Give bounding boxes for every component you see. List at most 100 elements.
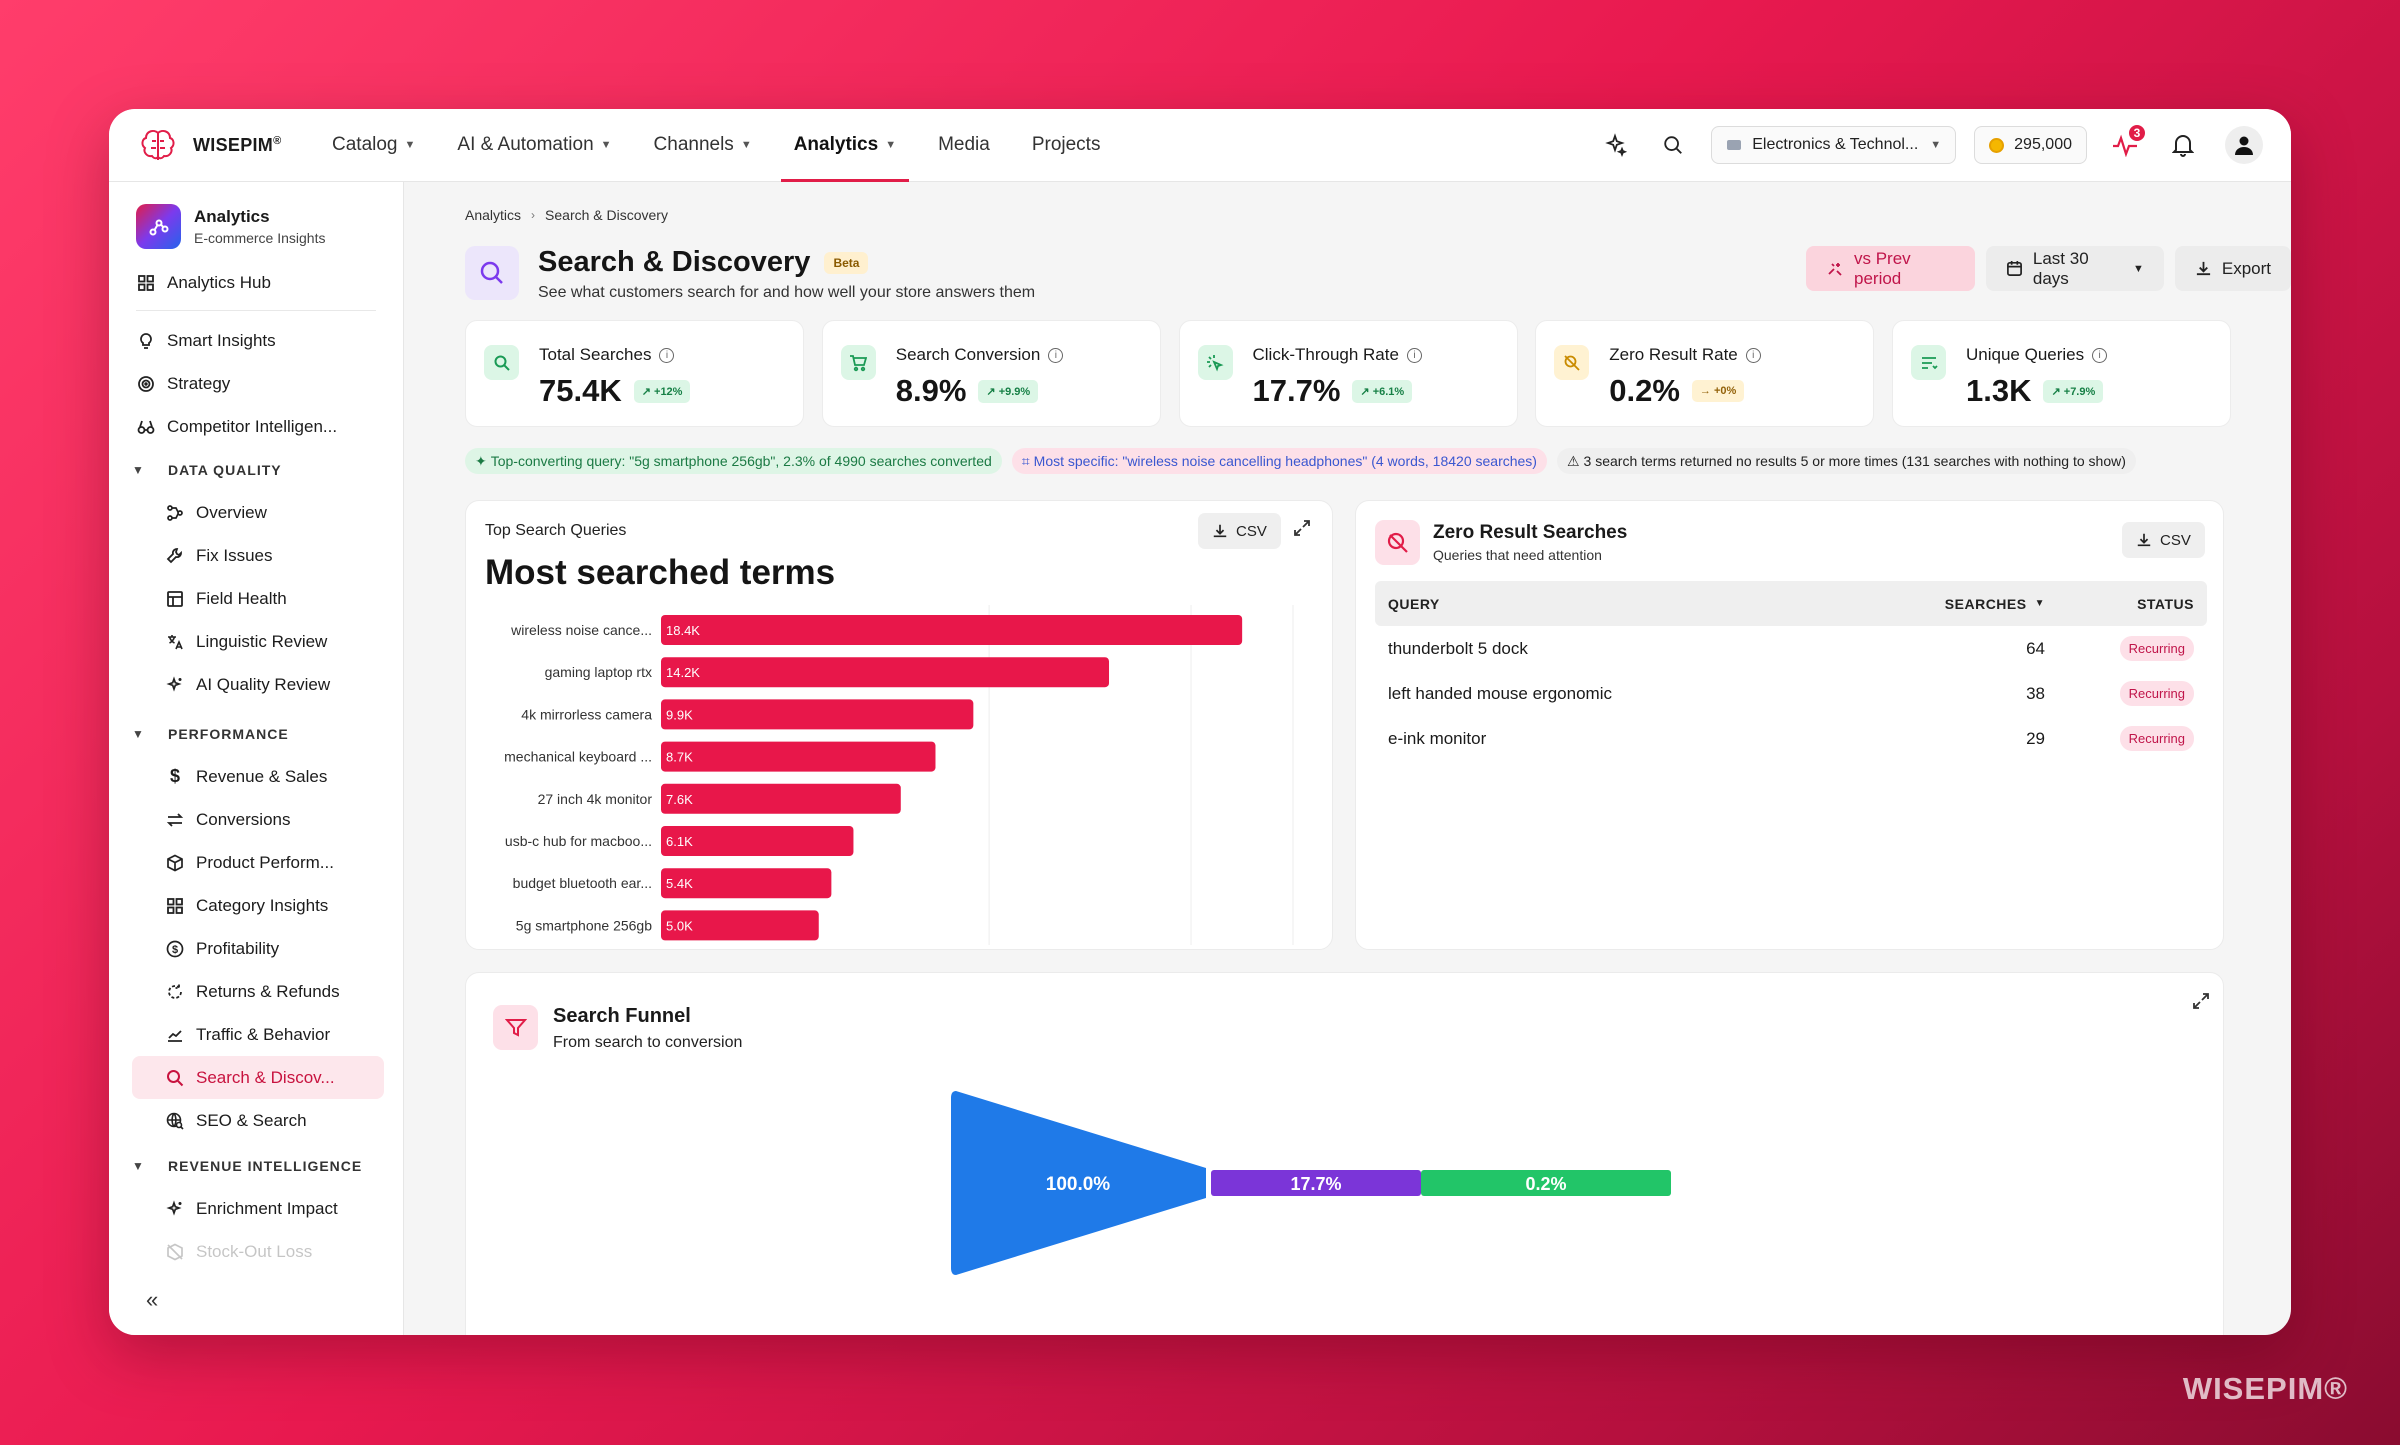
search-off-icon (1554, 345, 1590, 380)
search-icon (465, 246, 519, 300)
sidebar-item-returns-refunds[interactable]: Returns & Refunds (132, 970, 384, 1013)
sidebar-item-strategy[interactable]: Strategy (132, 362, 384, 405)
table-row[interactable]: thunderbolt 5 dock 64 Recurring (1375, 626, 2207, 671)
bar[interactable] (661, 868, 832, 899)
sidebar-item-analytics-hub[interactable]: Analytics Hub (132, 261, 384, 304)
sidebar-section-performance[interactable]: ▼ PERFORMANCE (132, 725, 289, 742)
sidebar-item-smart-insights[interactable]: Smart Insights (132, 319, 384, 362)
expand-icon[interactable] (1292, 518, 1312, 538)
insight-chip-zero-results[interactable]: ⚠ 3 search terms returned no results 5 or… (1556, 448, 2136, 474)
compare-icon (1826, 260, 1844, 278)
info-icon[interactable]: i (2092, 347, 2108, 363)
logo[interactable]: WISEPIM® (137, 124, 305, 166)
lightbulb-icon (137, 332, 155, 350)
bar[interactable] (661, 741, 936, 772)
kpi-click-through-rate[interactable]: Click-Through Rate i 17.7% ↗ +6.1% (1178, 320, 1518, 427)
download-icon (2195, 260, 2212, 277)
bar[interactable] (661, 783, 901, 814)
breadcrumb-analytics[interactable]: Analytics (465, 207, 522, 223)
table-row[interactable]: left handed mouse ergonomic 38 Recurring (1375, 671, 2207, 716)
insight-chips: ✦ Top-converting query: "5g smartphone 25… (465, 448, 2146, 474)
csv-download-button[interactable]: CSV (2122, 522, 2205, 558)
sidebar-item-linguistic-review[interactable]: Linguistic Review (132, 620, 384, 663)
ai-sparkle-icon[interactable] (1595, 125, 1635, 165)
chevron-down-icon: ▼ (132, 462, 145, 477)
export-button[interactable]: Export (2174, 246, 2291, 291)
info-icon[interactable]: i (1048, 347, 1064, 363)
info-icon[interactable]: i (659, 347, 675, 363)
sidebar-item-ai-quality-review[interactable]: AI Quality Review (132, 663, 384, 706)
binoculars-icon (137, 418, 155, 436)
bar[interactable] (661, 657, 1110, 688)
brain-logo-icon (137, 124, 179, 166)
sidebar-section-data-quality[interactable]: ▼ DATA QUALITY (132, 461, 282, 478)
kpi-change-badge: ↗ +12% (633, 379, 691, 403)
bar-category-label: 5g smartphone 256gb (516, 917, 652, 933)
sidebar-item-profitability[interactable]: $ Profitability (132, 927, 384, 970)
bell-icon[interactable] (2163, 125, 2203, 165)
funnel-icon (493, 1005, 538, 1050)
main-content: Analytics › Search & Discovery Search & … (405, 182, 2291, 1335)
nav-projects[interactable]: Projects (1031, 134, 1101, 155)
bar-category-label: budget bluetooth ear... (513, 875, 652, 891)
sidebar-item-enrichment-impact[interactable]: Enrichment Impact (132, 1187, 384, 1230)
sidebar-item-seo-search[interactable]: SEO & Search (132, 1099, 384, 1142)
funnel-stage-label: 0.2% (1525, 1174, 1566, 1194)
bar[interactable] (661, 826, 854, 856)
activity-icon[interactable]: 3 (2105, 123, 2147, 165)
nav-channels[interactable]: Channels ▼ (653, 134, 752, 155)
nav-catalog[interactable]: Catalog ▼ (332, 134, 416, 155)
table-header: QUERY SEARCHES ▼ STATUS (1375, 581, 2207, 626)
insight-chip-most-specific[interactable]: ⌗ Most specific: "wireless noise cancelli… (1011, 448, 1547, 474)
sidebar-item-revenue-sales[interactable]: $ Revenue & Sales (132, 755, 384, 798)
top-queries-bar-chart: wireless noise cance... 18.4K gaming lapto… (504, 605, 1294, 945)
credits-display[interactable]: 295,000 (1974, 126, 2087, 164)
search-icon[interactable] (1653, 125, 1693, 165)
sidebar: Analytics E-commerce Insights Analytics … (109, 182, 404, 1335)
date-range-select[interactable]: Last 30 days ▼ (1985, 246, 2164, 291)
sidebar-item-stock-out-loss[interactable]: Stock-Out Loss (132, 1230, 384, 1273)
kpi-total-searches[interactable]: Total Searches i 75.4K ↗ +12% (465, 320, 804, 427)
bar[interactable] (661, 615, 1243, 645)
kpi-zero-result-rate[interactable]: Zero Result Rate i 0.2% → +0% (1535, 320, 1875, 427)
info-icon[interactable]: i (1745, 347, 1761, 363)
sidebar-item-field-health[interactable]: Field Health (132, 577, 384, 620)
sidebar-item-conversions[interactable]: Conversions (132, 798, 384, 841)
info-icon[interactable]: i (1406, 347, 1422, 363)
notification-count-badge: 3 (2127, 123, 2147, 143)
compare-prev-period-button[interactable]: vs Prev period (1806, 246, 1975, 291)
expand-icon[interactable] (2191, 991, 2211, 1011)
funnel-stage[interactable] (1421, 1170, 1671, 1196)
sidebar-item-product-performance[interactable]: Product Perform... (132, 841, 384, 884)
cart-icon (840, 345, 876, 380)
chevron-down-icon: ▼ (740, 139, 752, 151)
page-subtitle: See what customers search for and how we… (538, 284, 1036, 301)
sidebar-item-fix-issues[interactable]: Fix Issues (132, 534, 384, 577)
column-searches-sort[interactable]: SEARCHES ▼ (1944, 595, 2045, 612)
collapse-sidebar-button[interactable]: « (146, 1287, 159, 1312)
box-off-icon (166, 1243, 184, 1261)
user-avatar-icon[interactable] (2225, 126, 2263, 164)
workspace-select[interactable]: Electronics & Technol... ▼ (1711, 126, 1957, 164)
chevron-right-icon: › (531, 208, 536, 222)
bar[interactable] (661, 699, 974, 730)
kpi-unique-queries[interactable]: Unique Queries i 1.3K ↗ +7.9% (1892, 320, 2231, 427)
wrench-icon (166, 547, 184, 565)
funnel-stage[interactable] (951, 1091, 1206, 1275)
kpi-change-badge: → +0% (1691, 380, 1745, 402)
nav-media[interactable]: Media (938, 134, 990, 155)
sidebar-item-category-insights[interactable]: Category Insights (132, 884, 384, 927)
sidebar-item-traffic-behavior[interactable]: Traffic & Behavior (132, 1013, 384, 1056)
funnel-stage[interactable] (1211, 1170, 1421, 1196)
insight-chip-top-converting[interactable]: ✦ Top-converting query: "5g smartphone 25… (465, 448, 1002, 474)
nav-analytics[interactable]: Analytics ▼ (780, 109, 910, 182)
kpi-search-conversion[interactable]: Search Conversion i 8.9% ↗ +9.9% (821, 320, 1161, 427)
table-row[interactable]: e-ink monitor 29 Recurring (1375, 716, 2207, 761)
sidebar-section-revenue-intelligence[interactable]: ▼ REVENUE INTELLIGENCE (132, 1157, 363, 1174)
nav-ai-automation[interactable]: AI & Automation ▼ (457, 134, 612, 155)
sidebar-item-overview[interactable]: Overview (132, 491, 384, 534)
sidebar-item-search-discovery[interactable]: Search & Discov... (132, 1056, 384, 1099)
csv-download-button[interactable]: CSV (1198, 513, 1281, 549)
bar[interactable] (661, 910, 819, 941)
sidebar-item-competitor-intelligence[interactable]: Competitor Intelligen... (132, 405, 384, 448)
